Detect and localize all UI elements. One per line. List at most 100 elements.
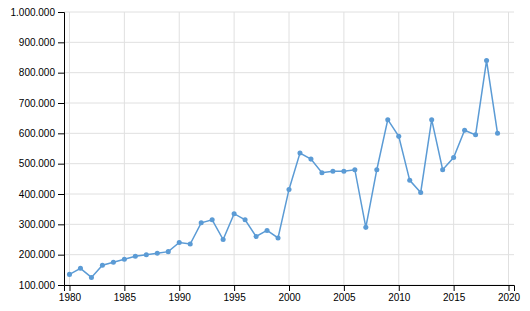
y-axis-tick-label: 800.000 — [19, 67, 56, 78]
y-axis-tick: 400.000 — [19, 189, 64, 200]
y-axis-tick-label: 400.000 — [19, 189, 56, 200]
x-axis-tick: 1985 — [114, 285, 137, 303]
x-axis-tick: 2020 — [498, 285, 521, 303]
x-axis-tick-mark — [344, 285, 345, 291]
grid-line-y — [64, 72, 514, 73]
marker — [451, 155, 456, 160]
y-axis-tick: 300.000 — [19, 219, 64, 230]
y-axis-tick: 100.000 — [19, 280, 64, 291]
marker — [429, 117, 434, 122]
grid — [64, 12, 514, 285]
x-axis-tick-label: 2020 — [498, 292, 521, 303]
y-axis-tick-mark — [58, 42, 64, 43]
x-axis-tick: 2015 — [443, 285, 466, 303]
y-axis-tick-mark — [58, 164, 64, 165]
grid-line-y — [64, 163, 514, 164]
grid-line-x — [453, 12, 454, 285]
grid-line-y — [64, 254, 514, 255]
marker — [276, 235, 281, 240]
marker — [473, 132, 478, 137]
marker — [265, 228, 270, 233]
y-axis-tick-label: 1.000.000 — [11, 7, 56, 18]
marker — [111, 260, 116, 265]
y-axis-tick: 600.000 — [19, 128, 64, 139]
y-axis-tick: 800.000 — [19, 67, 64, 78]
x-axis-tick-mark — [69, 285, 70, 291]
marker — [254, 234, 259, 239]
plot-area: 1980 1985 1990 1995 2000 2005 2010 2015 2020 100.… — [11, 7, 521, 303]
marker — [210, 217, 215, 222]
y-axis: 100.000 200.000 300.000 400.000 500.000 600.0… — [11, 7, 65, 291]
y-axis-tick-label: 100.000 — [19, 280, 56, 291]
marker — [221, 237, 226, 242]
marker — [89, 275, 94, 280]
x-axis-tick-mark — [179, 285, 180, 291]
x-axis-tick-mark — [124, 285, 125, 291]
x-axis: 1980 1985 1990 1995 2000 2005 2010 2015 2020 — [59, 285, 521, 303]
marker — [363, 225, 368, 230]
marker — [297, 151, 302, 156]
marker — [100, 263, 105, 268]
marker — [243, 217, 248, 222]
y-axis-tick-mark — [58, 255, 64, 256]
marker — [407, 178, 412, 183]
marker — [341, 169, 346, 174]
marker — [286, 187, 291, 192]
y-axis-tick-label: 600.000 — [19, 128, 56, 139]
marker — [166, 249, 171, 254]
x-axis-tick-label: 2010 — [388, 292, 411, 303]
x-axis-tick-label: 2000 — [278, 292, 301, 303]
marker — [385, 117, 390, 122]
marker — [177, 240, 182, 245]
grid-line-y — [64, 42, 514, 43]
y-axis-tick-label: 300.000 — [19, 219, 56, 230]
x-axis-tick-label: 1980 — [59, 292, 82, 303]
marker — [374, 167, 379, 172]
y-axis-tick: 200.000 — [19, 249, 64, 260]
y-axis-tick-mark — [58, 12, 64, 13]
x-axis-tick: 1980 — [59, 285, 82, 303]
x-axis-tick: 2005 — [333, 285, 356, 303]
grid-line-y — [64, 224, 514, 225]
x-axis-tick-label: 2005 — [333, 292, 356, 303]
grid-line-y — [64, 12, 514, 13]
x-axis-tick: 1995 — [223, 285, 246, 303]
marker — [495, 131, 500, 136]
y-axis-tick: 500.000 — [19, 158, 64, 169]
x-axis-tick-mark — [399, 285, 400, 291]
grid-line-x — [124, 12, 125, 285]
marker — [133, 254, 138, 259]
series — [67, 58, 500, 280]
x-axis-tick-mark — [454, 285, 455, 291]
marker — [418, 190, 423, 195]
x-axis-tick-label: 2015 — [443, 292, 466, 303]
y-axis-tick-mark — [58, 133, 64, 134]
grid-line-x — [234, 12, 235, 285]
x-axis-tick-mark — [289, 285, 290, 291]
x-axis-tick-label: 1990 — [169, 292, 192, 303]
y-axis-tick-mark — [58, 285, 64, 286]
x-axis-tick-label: 1995 — [223, 292, 246, 303]
y-axis-tick: 900.000 — [19, 37, 64, 48]
marker — [396, 134, 401, 139]
marker — [330, 169, 335, 174]
x-axis-tick-label: 1985 — [114, 292, 137, 303]
x-axis-tick-mark — [234, 285, 235, 291]
marker — [319, 170, 324, 175]
marker — [462, 128, 467, 133]
y-axis-tick-label: 700.000 — [19, 98, 56, 109]
y-axis-tick-mark — [58, 224, 64, 225]
x-axis-tick: 2000 — [278, 285, 301, 303]
grid-line-y — [64, 103, 514, 104]
grid-line-x — [69, 12, 70, 285]
marker — [308, 157, 313, 162]
y-axis-tick-mark — [58, 194, 64, 195]
grid-line-x — [398, 12, 399, 285]
y-axis-tick-label: 500.000 — [19, 158, 56, 169]
marker — [188, 242, 193, 247]
y-axis-tick: 700.000 — [19, 98, 64, 109]
line — [69, 61, 497, 278]
y-axis-tick-mark — [58, 103, 64, 104]
marker — [144, 252, 149, 257]
grid-line-y — [64, 194, 514, 195]
